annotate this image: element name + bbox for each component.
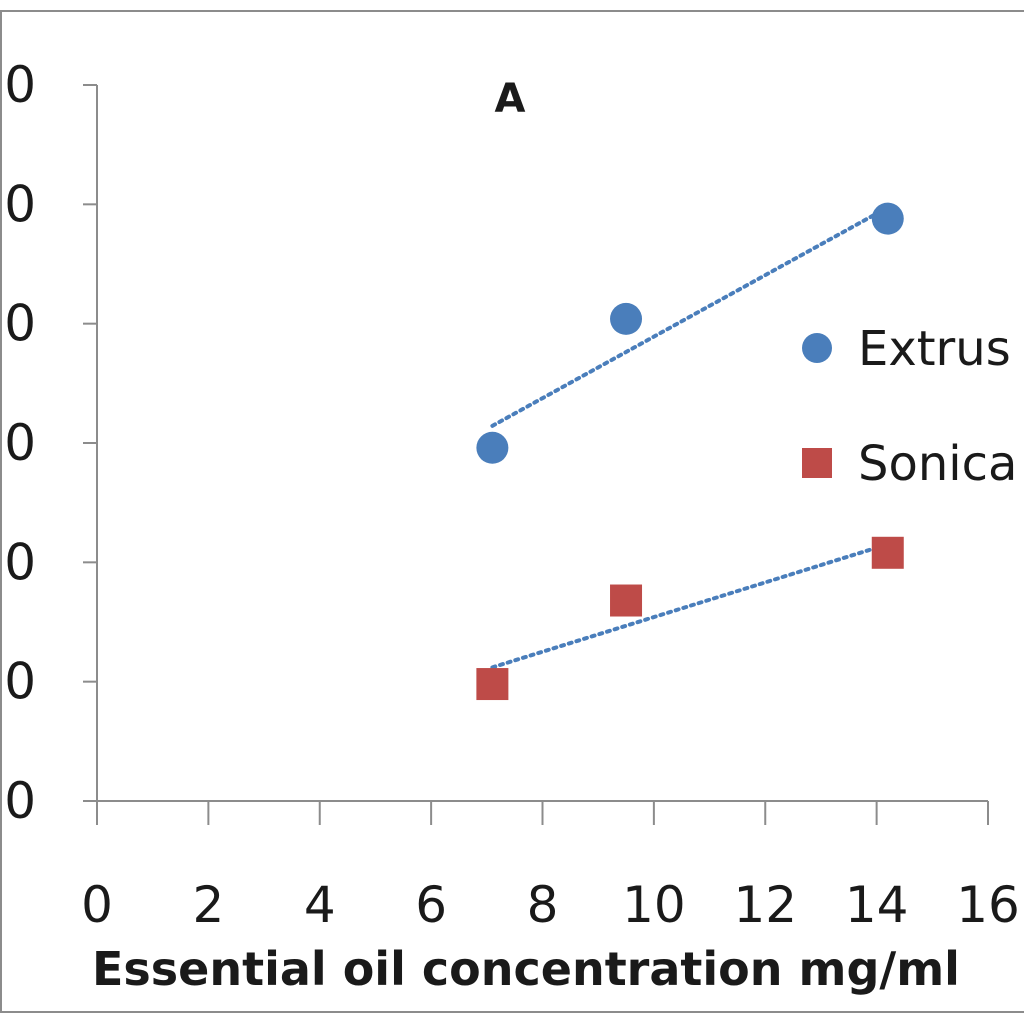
trendline-0 [490, 205, 890, 428]
axes [83, 84, 989, 825]
x-tick-label: 6 [415, 876, 447, 934]
data-point-series0-0 [476, 431, 509, 464]
trendlines [490, 205, 890, 670]
y-tick-label: 0 [4, 414, 36, 472]
legend: Extrus Sonica [802, 321, 1017, 492]
x-axis-label: Essential oil concentration mg/ml [92, 942, 960, 996]
y-tick-label: 0 [4, 175, 36, 233]
x-tick-label: 8 [527, 876, 559, 934]
data-point-series1-2 [871, 536, 904, 569]
data-point-series0-1 [610, 302, 643, 335]
legend-marker-1 [802, 448, 832, 478]
x-tick-label: 0 [81, 876, 113, 934]
x-tick-label: 14 [845, 876, 909, 934]
x-tick-label: 4 [304, 876, 336, 934]
legend-marker-0 [802, 333, 832, 363]
data-points [476, 202, 904, 701]
trendline-1 [490, 542, 890, 670]
data-point-series0-2 [871, 202, 904, 235]
y-tick-label: 0 [4, 295, 36, 353]
legend-label-1: Sonica [858, 436, 1017, 492]
y-tick-label: 0 [4, 533, 36, 591]
x-tick-label: 16 [956, 876, 1020, 934]
y-tick-label: 0 [4, 772, 36, 830]
y-tick-label: 0 [4, 653, 36, 711]
chart-frame [0, 10, 1024, 1013]
x-tick-label: 10 [622, 876, 686, 934]
y-tick-label: 0 [4, 56, 36, 114]
data-point-series1-1 [610, 584, 643, 617]
chart-title: A [495, 76, 526, 122]
x-tick-labels: 0 2 4 6 8 10 12 14 16 [81, 876, 1020, 934]
x-tick-label: 12 [733, 876, 797, 934]
legend-label-0: Extrus [858, 321, 1011, 377]
y-tick-labels: 0 0 0 0 0 0 0 [4, 56, 36, 830]
data-point-series1-0 [476, 668, 509, 701]
x-tick-label: 2 [192, 876, 224, 934]
